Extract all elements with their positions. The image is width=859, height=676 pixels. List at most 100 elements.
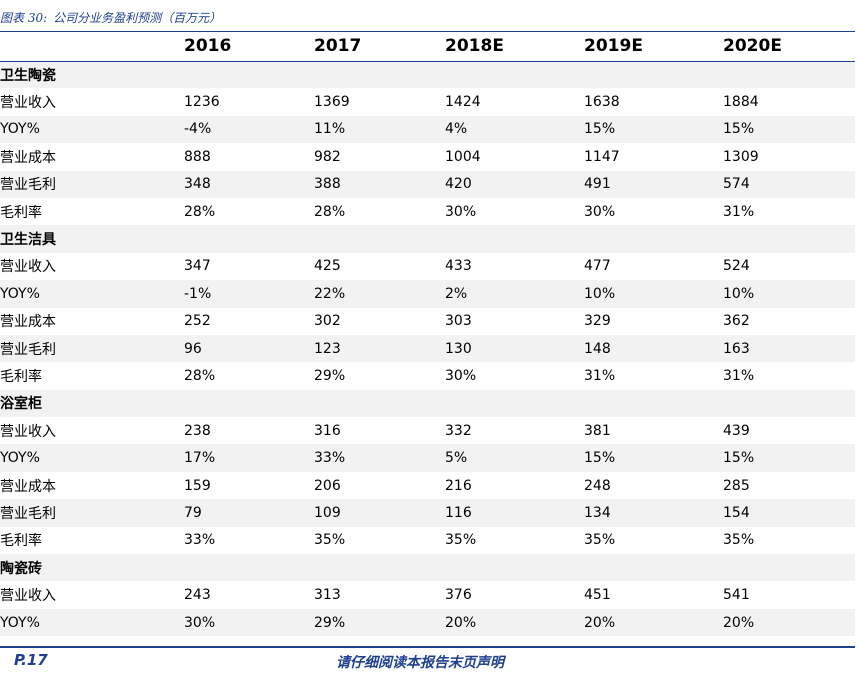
value-cell: 316 bbox=[314, 422, 341, 439]
value-cell: 35% bbox=[445, 532, 477, 549]
value-cell: 35% bbox=[584, 532, 616, 549]
value-cell: 206 bbox=[314, 477, 341, 494]
value-cell: 332 bbox=[445, 422, 472, 439]
value-cell: 96 bbox=[180, 334, 310, 363]
value-cell: 491 bbox=[580, 170, 719, 198]
value-cell: 439 bbox=[723, 422, 750, 439]
disclaimer-note: 请仔细阅读本报告末页声明 bbox=[336, 655, 504, 671]
table-row: 营业成本 888 982 1004 1147 1309 bbox=[0, 143, 855, 170]
value-cell: 30% bbox=[180, 608, 310, 637]
row-label: 营业成本 bbox=[0, 478, 56, 495]
value-cell: 159 bbox=[184, 477, 211, 494]
table-row: 营业收入 238 316 332 381 439 bbox=[0, 417, 855, 444]
value-cell bbox=[180, 554, 310, 582]
value-cell: 362 bbox=[723, 313, 750, 330]
table-row: 营业成本 252 302 303 329 362 bbox=[0, 308, 855, 335]
value-cell: 541 bbox=[723, 587, 750, 604]
value-cell: 17% bbox=[180, 444, 310, 472]
value-cell: 29% bbox=[310, 608, 441, 637]
value-cell: 4% bbox=[441, 115, 580, 144]
value-cell: 252 bbox=[184, 313, 211, 330]
value-cell: 79 bbox=[180, 499, 310, 527]
value-cell: 29% bbox=[314, 367, 346, 384]
value-cell: 5% bbox=[441, 444, 580, 472]
value-cell: -4% bbox=[180, 115, 310, 144]
value-cell bbox=[719, 61, 855, 89]
value-cell bbox=[441, 389, 580, 418]
value-cell: 2% bbox=[441, 280, 580, 308]
value-cell: 376 bbox=[445, 587, 472, 604]
header-cell: 2018E bbox=[441, 32, 580, 62]
value-cell bbox=[180, 225, 310, 253]
value-cell: 31% bbox=[584, 367, 616, 384]
value-cell: 238 bbox=[184, 422, 211, 439]
table-row: 营业成本 159 206 216 248 285 bbox=[0, 472, 855, 499]
table-row: 营业收入 243 313 376 451 541 bbox=[0, 581, 855, 608]
section-label: 卫生陶瓷 bbox=[0, 61, 180, 89]
row-label: 毛利率 bbox=[0, 533, 42, 550]
table-row: 营业收入 1236 1369 1424 1638 1884 bbox=[0, 88, 855, 115]
row-label: 营业成本 bbox=[0, 314, 56, 331]
value-cell bbox=[310, 61, 441, 89]
value-cell: 216 bbox=[445, 477, 472, 494]
value-cell: 130 bbox=[441, 334, 580, 363]
value-cell: 28% bbox=[314, 203, 346, 220]
value-cell: 154 bbox=[719, 499, 855, 527]
caption-divider bbox=[0, 31, 855, 32]
value-cell bbox=[441, 225, 580, 253]
value-cell bbox=[719, 225, 855, 253]
value-cell: 243 bbox=[184, 587, 211, 604]
value-cell bbox=[580, 389, 719, 418]
value-cell: 1424 bbox=[445, 94, 481, 111]
value-cell: 28% bbox=[184, 367, 216, 384]
value-cell: 163 bbox=[719, 334, 855, 363]
table-row: 毛利率 28% 29% 30% 31% 31% bbox=[0, 362, 855, 389]
value-cell: 123 bbox=[310, 334, 441, 363]
section-label: 浴室柜 bbox=[0, 389, 180, 418]
value-cell bbox=[180, 61, 310, 89]
table-row: 毛利率 28% 28% 30% 30% 31% bbox=[0, 198, 855, 225]
value-cell: 329 bbox=[584, 313, 611, 330]
value-cell: 303 bbox=[445, 313, 472, 330]
value-cell: 11% bbox=[310, 115, 441, 144]
row-label: 毛利率 bbox=[0, 204, 42, 221]
value-cell: 451 bbox=[584, 587, 611, 604]
value-cell: 524 bbox=[723, 258, 750, 275]
table-row: YOY% 17% 33% 5% 15% 15% bbox=[0, 444, 855, 472]
value-cell bbox=[441, 61, 580, 89]
value-cell: 1309 bbox=[723, 148, 759, 165]
value-cell: 15% bbox=[719, 444, 855, 472]
header-cell: 2016 bbox=[180, 32, 310, 62]
table-row: 毛利率 33% 35% 35% 35% 35% bbox=[0, 527, 855, 554]
value-cell: 15% bbox=[580, 115, 719, 144]
header-cell: 2017 bbox=[310, 32, 441, 62]
value-cell: 30% bbox=[445, 367, 477, 384]
value-cell: 35% bbox=[314, 532, 346, 549]
row-label: 营业毛利 bbox=[0, 170, 180, 198]
value-cell: 30% bbox=[584, 203, 616, 220]
value-cell: 28% bbox=[184, 203, 216, 220]
value-cell: 35% bbox=[723, 532, 755, 549]
value-cell: 109 bbox=[310, 499, 441, 527]
value-cell: 888 bbox=[184, 148, 211, 165]
caption-label: 图表 30: bbox=[0, 11, 48, 25]
value-cell: 148 bbox=[580, 334, 719, 363]
header-cell: 2020E bbox=[719, 32, 855, 62]
value-cell: 248 bbox=[584, 477, 611, 494]
value-cell: 10% bbox=[580, 280, 719, 308]
section-label: 陶瓷砖 bbox=[0, 554, 180, 582]
value-cell: 20% bbox=[719, 608, 855, 637]
row-label: 营业毛利 bbox=[0, 334, 180, 363]
section-label: 卫生洁具 bbox=[0, 225, 180, 253]
table-row: 营业毛利 96 123 130 148 163 bbox=[0, 334, 855, 363]
value-cell: 116 bbox=[441, 499, 580, 527]
value-cell: 31% bbox=[723, 203, 755, 220]
value-cell bbox=[441, 554, 580, 582]
value-cell: -1% bbox=[180, 280, 310, 308]
row-label: YOY% bbox=[0, 608, 180, 637]
row-label: YOY% bbox=[0, 444, 180, 472]
row-label: 营业收入 bbox=[0, 259, 56, 276]
page-number: P.17 bbox=[14, 651, 48, 669]
forecast-table: 2016 2017 2018E 2019E 2020E 卫生陶瓷 营业收入 1236… bbox=[0, 32, 855, 637]
value-cell: 1236 bbox=[184, 94, 220, 111]
